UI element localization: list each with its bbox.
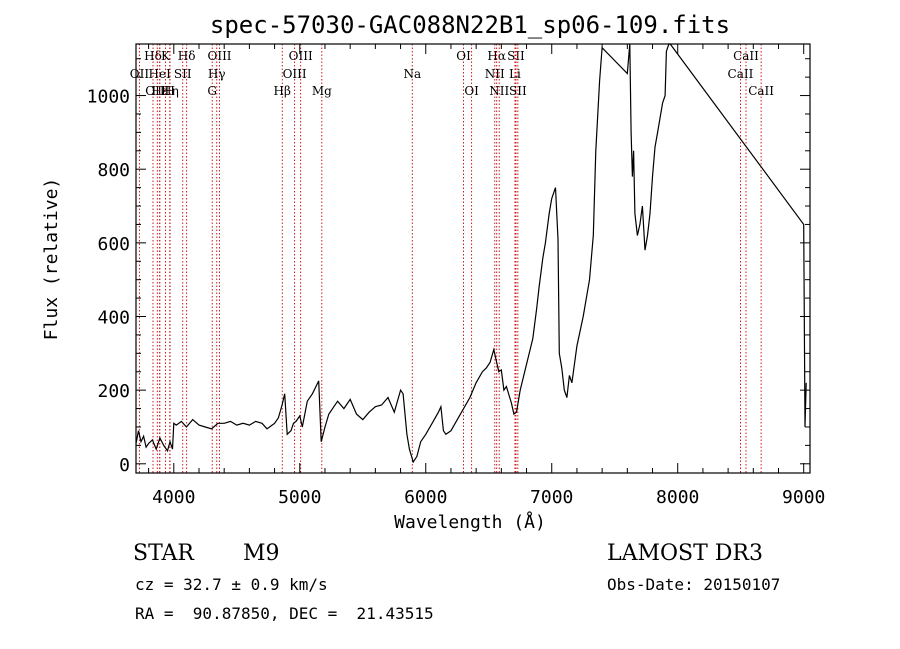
x-tick-label: 9000 (782, 487, 825, 508)
emission-line-label: OI (464, 84, 479, 98)
x-tick-label: 6000 (404, 487, 447, 508)
y-tick-label: 400 (97, 307, 130, 328)
emission-line-label: Hγ (208, 67, 226, 81)
y-tick-label: 0 (119, 455, 130, 476)
redshift-cz: cz = 32.7 ± 0.9 km/s (135, 575, 328, 594)
emission-line-label: SII (509, 84, 527, 98)
emission-line-label: Hβ (274, 84, 291, 98)
y-tick-label: 1000 (87, 87, 130, 108)
emission-line-label: OIII (283, 67, 307, 81)
emission-line-label: Hα (487, 49, 506, 63)
object-class: STAR (133, 541, 194, 566)
survey-name: LAMOST DR3 (607, 541, 763, 566)
x-tick-label: 5000 (278, 487, 321, 508)
plot-frame (135, 43, 811, 474)
coordinates: RA = 90.87850, DEC = 21.43515 (135, 604, 434, 623)
spectrum-chart: spec-57030-GAC088N22B1_sp06-109.fits Hδ O… (41, 11, 825, 533)
y-axis: 0 200 400 600 800 1000 (87, 58, 810, 476)
emission-line-label: NII (485, 67, 505, 81)
emission-line-label: CaII (748, 84, 774, 98)
emission-line-label: OIII (289, 49, 313, 63)
emission-line-label: Hδ (144, 49, 162, 63)
emission-line-label: SII (507, 49, 525, 63)
emission-line-label: Mg (312, 84, 332, 98)
emission-line-label: HeI (149, 67, 172, 81)
emission-line-label: G (207, 84, 217, 98)
emission-line-label: Li (509, 67, 521, 81)
emission-line-label: H (165, 84, 175, 98)
x-axis-label: Wavelength (Å) (394, 511, 546, 533)
x-tick-label: 4000 (152, 487, 195, 508)
emission-line-label: Na (403, 67, 421, 81)
emission-line-label: OII (130, 67, 150, 81)
y-axis-label: Flux (relative) (41, 178, 62, 341)
x-tick-label: 8000 (656, 487, 699, 508)
object-subclass: M9 (243, 541, 280, 566)
observation-date: Obs-Date: 20150107 (607, 575, 781, 594)
emission-line-label: K (161, 49, 171, 63)
y-tick-label: 200 (97, 381, 130, 402)
chart-title: spec-57030-GAC088N22B1_sp06-109.fits (210, 11, 730, 39)
emission-line-label: CaII (733, 49, 759, 63)
spectrum-series-line (135, 43, 807, 464)
x-axis: 4000 5000 6000 7000 8000 9000 (148, 44, 825, 508)
emission-line-label: NII (489, 84, 509, 98)
y-tick-label: 600 (97, 234, 130, 255)
emission-line-label: SII (174, 67, 192, 81)
emission-line-label: CaII (728, 67, 754, 81)
emission-line-label: OIII (207, 49, 231, 63)
x-tick-label: 7000 (530, 487, 573, 508)
emission-line-label: OI (456, 49, 471, 63)
emission-line-label: Hδ (178, 49, 196, 63)
emission-line-label: OIII (145, 84, 169, 98)
y-tick-label: 800 (97, 160, 130, 181)
